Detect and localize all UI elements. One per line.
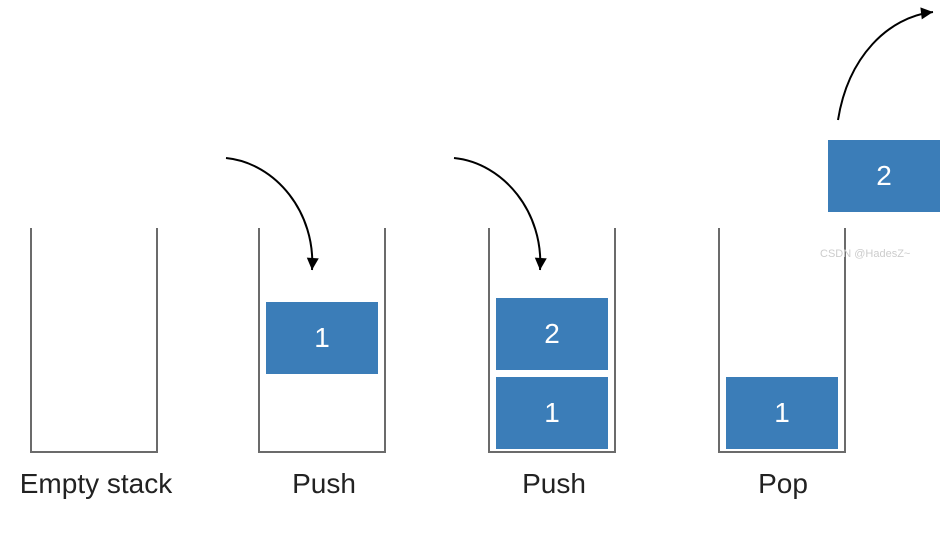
block-push1-1: 1 [266,302,378,374]
arrow-push1 [226,158,346,298]
stack-empty [30,228,158,453]
caption-push2: Push [514,468,594,500]
caption-empty: Empty stack [16,468,176,500]
arrow-push2 [454,158,574,298]
block-push2-1: 1 [496,377,608,449]
caption-push1: Push [284,468,364,500]
block-push2-2: 2 [496,298,608,370]
arrow-pop [838,12,946,152]
watermark: CSDN @HadesZ~ [820,248,910,260]
block-pop-1: 1 [726,377,838,449]
caption-pop: Pop [753,468,813,500]
